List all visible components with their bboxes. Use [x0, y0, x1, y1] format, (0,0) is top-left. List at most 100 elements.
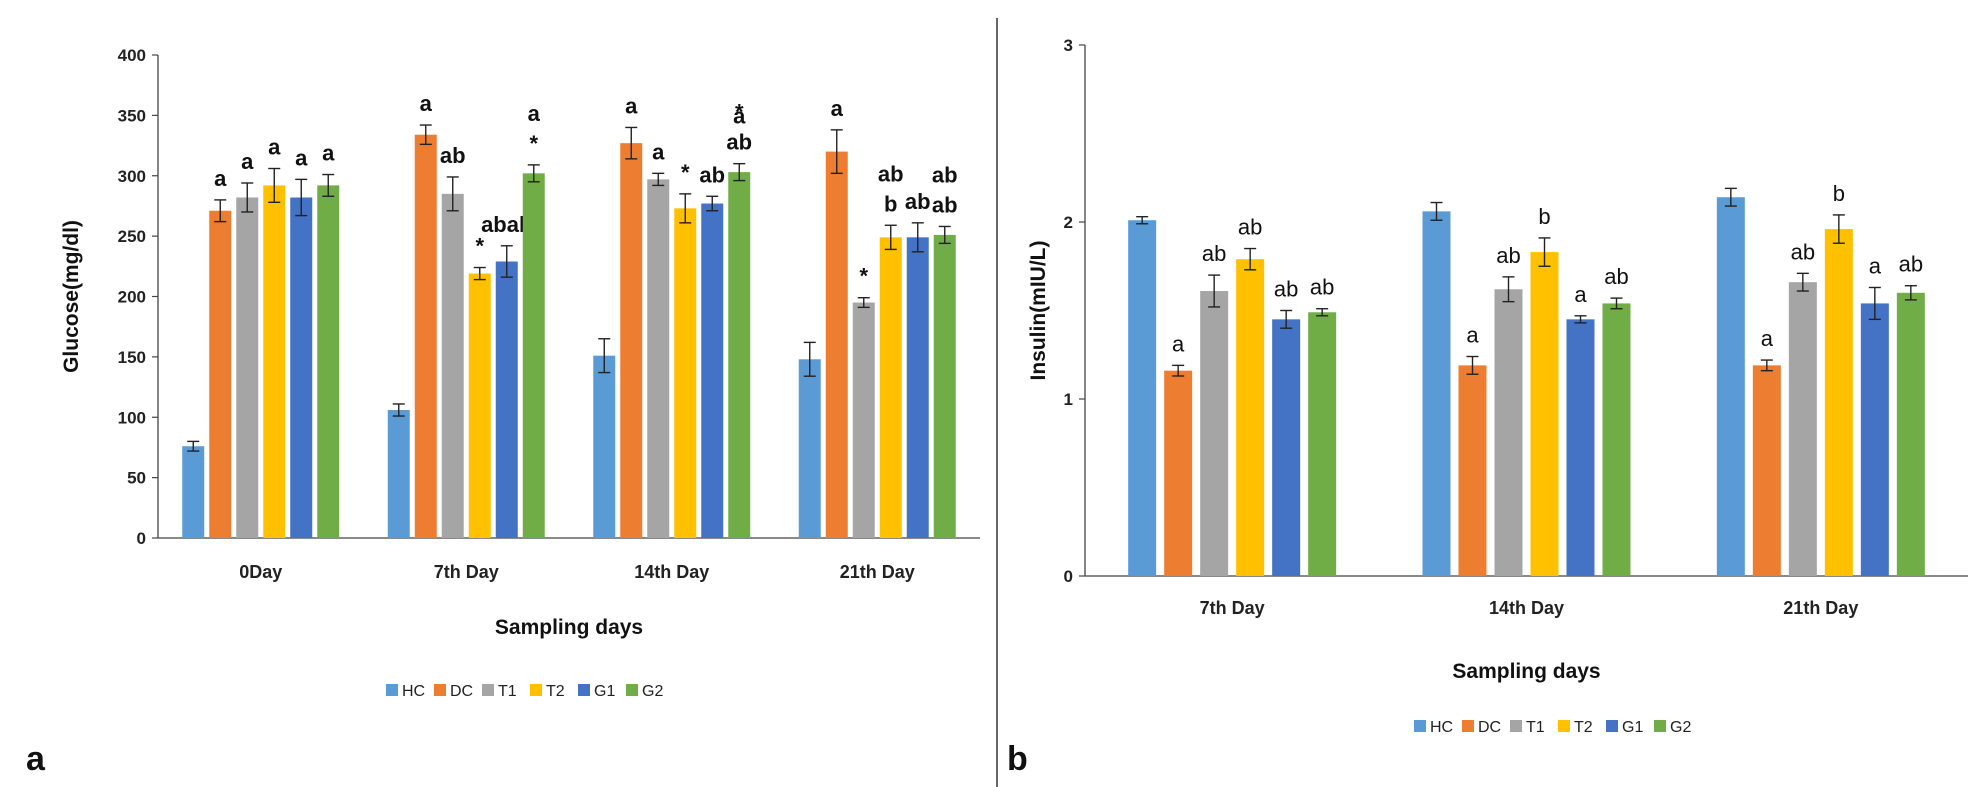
panel-b-significance-label: ab — [1604, 264, 1628, 289]
panel-b-bar-g2 — [1602, 303, 1631, 576]
panel-b-bar-g1 — [1860, 303, 1889, 576]
panel-a-y-tick-label: 0 — [137, 529, 146, 548]
panel-a-y-tick-label: 250 — [118, 227, 146, 246]
panel-a-significance-label: * — [681, 160, 690, 185]
panel-b-significance-label: ab — [1202, 241, 1226, 266]
panel-b-legend-swatch-g2 — [1654, 720, 1666, 732]
panel-a-legend-label: G1 — [594, 683, 615, 700]
panel-b-significance-label: ab — [1496, 243, 1520, 268]
panel-a-bar-dc — [825, 151, 848, 538]
panel-a-bar-hc — [182, 446, 205, 538]
panel-a-y-tick-label: 150 — [118, 348, 146, 367]
panel-a-legend-swatch-t2 — [530, 684, 542, 696]
panel-a-significance-label: ab — [932, 192, 958, 217]
panel-a-legend-swatch-dc — [434, 684, 446, 696]
panel-a-bar-dc — [620, 143, 643, 538]
panel-b-bar-dc — [1164, 370, 1193, 576]
panel-a-significance-label: a — [733, 104, 746, 129]
panel-a-y-tick-label: 200 — [118, 288, 146, 307]
panel-a-significance-label: a — [652, 139, 665, 164]
panel-a-legend-swatch-t1 — [482, 684, 494, 696]
panel-a-legend-label: T2 — [546, 683, 565, 700]
panel-b-legend-swatch-t1 — [1510, 720, 1522, 732]
panel-b-significance-label: a — [1761, 326, 1774, 351]
panel-b-significance-label: a — [1172, 331, 1185, 356]
panel-a-significance-label: b — [884, 191, 897, 216]
panel-a-significance-label: ab — [726, 130, 752, 155]
panel-a-bar-g2 — [728, 172, 751, 538]
panel-a-y-tick-label: 400 — [118, 46, 146, 65]
panel-b-significance-label: ab — [1310, 275, 1334, 300]
panel-a-bar-t2 — [879, 237, 902, 538]
panel-a-category-label: 21th Day — [840, 562, 915, 582]
panel-a-legend-swatch-g1 — [578, 684, 590, 696]
panel-b-category-label: 14th Day — [1489, 598, 1564, 618]
panel-a-bar-g1 — [495, 261, 518, 538]
panel-a-legend-swatch-hc — [386, 684, 398, 696]
panel-b-legend-label: G2 — [1670, 719, 1691, 736]
panel-b-legend-swatch-g1 — [1606, 720, 1618, 732]
panel-a-bar-g2 — [522, 173, 545, 538]
panel-a-category-label: 14th Day — [634, 562, 709, 582]
panel-a-bar-t1 — [852, 302, 875, 538]
panel-letter-a: a — [26, 740, 46, 778]
panel-letter-b: b — [1007, 740, 1028, 778]
panel-b-significance-label: ab — [1899, 252, 1923, 277]
panel-a-bar-hc — [387, 410, 410, 538]
panel-b-bar-hc — [1422, 211, 1451, 576]
panel-a-bar-t1 — [236, 197, 259, 539]
panel-a-bar-t2 — [674, 208, 697, 539]
panel-b-bar-dc — [1752, 365, 1781, 576]
panel-a-significance-label: ab — [932, 162, 958, 187]
panel-a-significance-label: ab — [699, 162, 725, 187]
panel-a-bar-g1 — [290, 197, 313, 539]
panel-a-significance-label: a — [528, 101, 541, 126]
panel-b-significance-label: a — [1466, 323, 1479, 348]
panel-a-legend-label: T1 — [498, 683, 517, 700]
panel-a-significance-label: a — [268, 135, 281, 160]
panel-b-legend-swatch-t2 — [1558, 720, 1570, 732]
panel-b-y-tick-label: 0 — [1064, 567, 1073, 586]
panel-a-category-label: 0Day — [239, 562, 282, 582]
panel-a-significance-label: a — [831, 96, 844, 121]
panel-a-significance-label: a — [420, 91, 433, 116]
panel-a-bar-g1 — [701, 203, 724, 538]
panel-a-significance-label: a — [214, 166, 227, 191]
panel-a-y-tick-label: 300 — [118, 167, 146, 186]
panel-b-significance-label: a — [1869, 253, 1882, 278]
panel-b-legend-label: T1 — [1526, 719, 1545, 736]
panel-a-bar-g2 — [933, 234, 956, 539]
panel-b-legend-swatch-hc — [1414, 720, 1426, 732]
panel-b-legend-label: T2 — [1574, 719, 1593, 736]
panel-b-bar-g2 — [1308, 312, 1337, 576]
panel-b-bar-t1 — [1200, 291, 1229, 576]
panel-a-significance-label: a — [625, 93, 638, 118]
panel-b-x-axis-title: Sampling days — [1452, 660, 1600, 683]
panel-b-y-axis-title: Insulin(mIU/L) — [1027, 241, 1050, 381]
panel-b-significance-label: a — [1574, 282, 1587, 307]
panel-a-significance-label: * — [529, 131, 538, 156]
panel-b-category-label: 21th Day — [1783, 598, 1858, 618]
panel-b-significance-label: ab — [1791, 239, 1815, 264]
panel-a-y-tick-label: 350 — [118, 106, 146, 125]
panel-b-legend-label: DC — [1478, 719, 1501, 736]
panel-b-bar-g1 — [1272, 319, 1301, 576]
panel-a-bar-t2 — [468, 273, 491, 538]
panel-b-category-label: 7th Day — [1200, 598, 1265, 618]
panel-a-significance-label: * — [475, 234, 484, 259]
panel-b-bar-t2 — [1236, 259, 1265, 576]
panel-a-bar-g2 — [317, 185, 340, 538]
panel-b-bar-g2 — [1896, 292, 1925, 576]
panel-b-bar-t2 — [1824, 229, 1853, 576]
panel-a-legend-swatch-g2 — [626, 684, 638, 696]
panel-a-bar-t1 — [441, 193, 464, 539]
panel-a-bar-dc — [209, 210, 232, 538]
panel-b-y-tick-label: 3 — [1064, 36, 1073, 55]
panel-a-significance-label: a — [322, 141, 335, 166]
panel-a-significance-label: ab — [878, 161, 904, 186]
panel-b-bar-hc — [1716, 197, 1745, 576]
panel-b-significance-label: ab — [1238, 215, 1262, 240]
panel-b-legend-label: G1 — [1622, 719, 1643, 736]
panel-a-bar-hc — [593, 355, 616, 538]
